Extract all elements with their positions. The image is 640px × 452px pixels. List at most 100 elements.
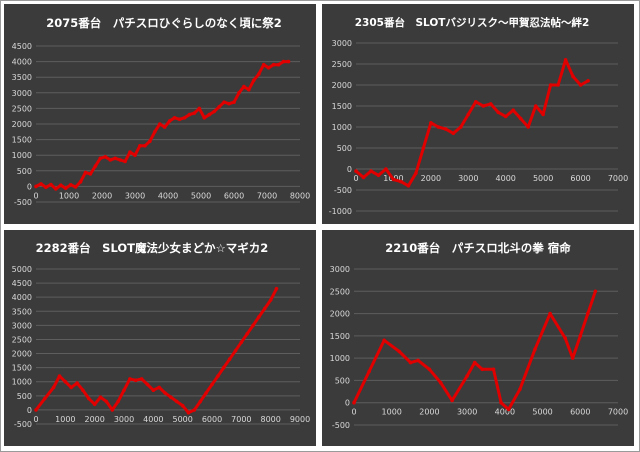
data-point	[138, 144, 142, 148]
x-tick-label: 7000	[231, 415, 251, 424]
data-point	[548, 83, 553, 87]
data-point	[367, 369, 371, 374]
data-point	[192, 408, 197, 412]
y-tick-label: 3000	[12, 89, 32, 98]
x-tick-label: 0	[33, 415, 38, 424]
data-point	[257, 315, 261, 319]
y-tick-label: 3000	[332, 39, 352, 48]
chart-title: 2305番台 SLOTバジリスク～甲賀忍法帖～絆2	[355, 16, 590, 29]
data-point	[182, 116, 187, 120]
data-point	[450, 398, 454, 403]
y-tick-label: 2000	[12, 350, 32, 359]
x-tick-label: 2000	[84, 415, 104, 424]
data-point	[158, 122, 162, 126]
data-point	[210, 382, 214, 387]
y-tick-label: 2500	[12, 335, 32, 344]
data-point	[54, 187, 58, 191]
data-point	[481, 104, 486, 108]
data-point	[186, 410, 191, 415]
data-point	[198, 399, 203, 404]
series-line	[354, 58, 590, 188]
chart-panel-4: -500 0 500 1000 1500 2000 2500 3000 0 1000 2000 300…	[322, 230, 634, 446]
y-tick-label: -500	[332, 421, 350, 430]
data-point	[261, 62, 266, 67]
data-point	[151, 388, 156, 392]
data-point	[93, 164, 98, 168]
data-point	[533, 104, 538, 108]
x-tick-label: 6000	[202, 415, 222, 424]
data-point	[192, 111, 197, 115]
chart-panel-1: -500 0 500 1000 1500 2000 2500 3000 3500 4000 4500…	[4, 4, 316, 224]
data-point	[59, 183, 63, 187]
data-point	[157, 385, 161, 390]
chart-svg: -500050010001500200025003000350040004500…	[12, 16, 311, 207]
data-point	[81, 388, 85, 392]
data-point	[427, 367, 432, 372]
x-tick-label: 6000	[570, 174, 590, 183]
data-point	[143, 144, 147, 148]
data-point	[242, 84, 246, 89]
data-point	[414, 171, 418, 175]
data-point	[593, 289, 598, 294]
data-point	[78, 179, 83, 184]
y-tick-label: 2500	[332, 60, 352, 69]
y-tick-label: 5000	[12, 265, 32, 274]
data-point	[466, 112, 471, 117]
x-tick-label: 6000	[224, 191, 244, 200]
data-point	[416, 358, 420, 363]
data-point	[221, 365, 226, 370]
data-point	[122, 388, 126, 392]
y-tick-label: 0	[27, 182, 32, 191]
data-point	[104, 399, 109, 404]
y-tick-label: 0	[345, 399, 350, 408]
y-tick-label: 1500	[12, 364, 32, 373]
data-point	[83, 170, 88, 175]
data-point	[204, 391, 208, 395]
y-tick-label: 500	[17, 392, 32, 401]
data-point	[548, 311, 552, 316]
y-tick-label: 3500	[12, 73, 32, 82]
data-point	[239, 340, 244, 345]
data-point	[217, 105, 221, 109]
x-tick-label: 6000	[570, 408, 590, 417]
series-line	[34, 287, 278, 415]
data-point	[118, 158, 122, 162]
x-tick-label: 4000	[158, 191, 178, 200]
data-point	[167, 119, 172, 123]
data-point	[518, 387, 522, 392]
data-point	[180, 403, 185, 408]
x-tick-label: 0	[33, 191, 38, 200]
y-tick-label: 2500	[12, 104, 32, 113]
data-point	[518, 116, 523, 121]
data-point	[252, 78, 256, 83]
data-point	[586, 79, 590, 83]
data-point	[92, 402, 97, 407]
data-point	[263, 306, 267, 311]
y-tick-label: -500	[334, 186, 352, 195]
x-tick-label: 7000	[608, 174, 628, 183]
data-point	[399, 179, 403, 184]
chart-svg: -1000-5000500100015002000250030000100020…	[329, 16, 628, 216]
data-point	[459, 125, 463, 129]
data-point	[227, 357, 232, 361]
data-point	[429, 121, 433, 125]
data-point	[465, 374, 469, 378]
data-point	[397, 349, 402, 354]
data-point	[163, 391, 167, 395]
x-tick-label: 2000	[419, 408, 439, 417]
x-tick-label: 5000	[172, 415, 192, 424]
data-point	[63, 379, 68, 384]
data-point	[276, 62, 281, 67]
x-tick-label: 9000	[290, 415, 310, 424]
data-point	[128, 377, 132, 381]
data-point	[123, 159, 127, 164]
data-point	[34, 408, 38, 412]
data-point	[162, 125, 167, 129]
data-point	[257, 72, 261, 76]
x-tick-label: 7000	[257, 191, 277, 200]
series-line	[352, 289, 597, 411]
data-point	[474, 100, 478, 104]
data-point	[73, 185, 78, 189]
y-tick-label: 4000	[12, 293, 32, 302]
